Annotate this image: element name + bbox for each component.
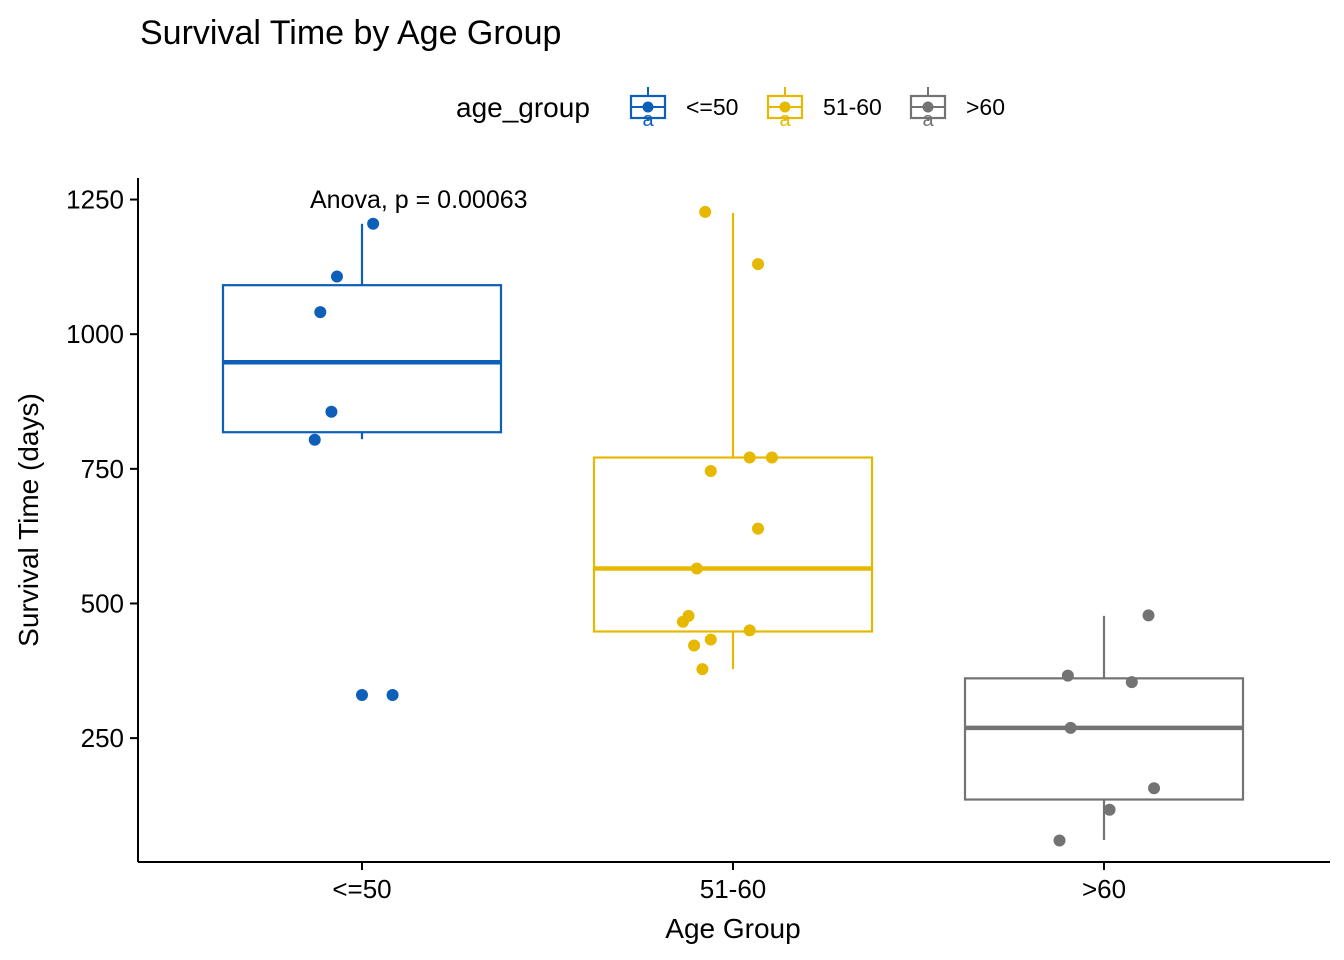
data-point bbox=[1053, 834, 1066, 847]
data-point bbox=[1061, 669, 1074, 682]
box bbox=[592, 456, 874, 633]
legend-entry-1: a <=50 bbox=[629, 87, 738, 131]
data-point bbox=[356, 689, 368, 702]
y-tick-label: 500 bbox=[81, 588, 124, 618]
legend-entry-2: a 51-60 bbox=[766, 87, 882, 131]
x-axis-title: Age Group bbox=[665, 913, 800, 944]
x-tick-label: >60 bbox=[1082, 874, 1126, 904]
x-tick-label: <=50 bbox=[332, 874, 391, 904]
data-point bbox=[330, 270, 343, 283]
legend-label: >60 bbox=[966, 94, 1005, 120]
y-axis-title: Survival Time (days) bbox=[13, 393, 44, 647]
data-point bbox=[1064, 721, 1077, 734]
legend-point bbox=[642, 101, 654, 113]
box-group-1 bbox=[221, 217, 503, 702]
axes: 250 500 750 1000 1250 <=50 51-60 >60 bbox=[66, 178, 1330, 904]
data-point bbox=[699, 205, 712, 218]
legend-label: 51-60 bbox=[823, 94, 882, 120]
y-tick-label: 1250 bbox=[66, 185, 124, 215]
data-point bbox=[743, 451, 756, 464]
data-point bbox=[688, 639, 701, 652]
data-point bbox=[690, 562, 703, 575]
data-point bbox=[367, 217, 380, 230]
legend-glyph-letter: a bbox=[779, 109, 791, 131]
legend-point bbox=[779, 101, 791, 113]
legend-glyph-letter: a bbox=[642, 109, 654, 131]
y-tick-label: 750 bbox=[81, 454, 124, 484]
data-point bbox=[752, 522, 765, 535]
legend-title: age_group bbox=[456, 92, 590, 123]
x-tick-label: 51-60 bbox=[700, 874, 767, 904]
data-point bbox=[386, 689, 399, 702]
data-point bbox=[765, 451, 778, 464]
data-point bbox=[1142, 609, 1155, 622]
data-point bbox=[704, 464, 717, 477]
data-point bbox=[1125, 676, 1138, 689]
legend-entry-3: a >60 bbox=[909, 87, 1005, 131]
data-point bbox=[1103, 803, 1116, 816]
y-tick-label: 250 bbox=[81, 723, 124, 753]
legend-label: <=50 bbox=[686, 94, 738, 120]
chart-title: Survival Time by Age Group bbox=[140, 14, 561, 52]
box-group-3 bbox=[963, 609, 1245, 847]
legend-point bbox=[922, 101, 934, 113]
data-point bbox=[325, 405, 338, 418]
data-point bbox=[676, 615, 689, 628]
legend: age_group a <=50 a 51-60 a >60 bbox=[456, 87, 1005, 131]
data-point bbox=[752, 258, 765, 271]
plot-area bbox=[221, 205, 1245, 847]
box-group-2 bbox=[592, 205, 874, 676]
data-point bbox=[314, 306, 327, 319]
y-tick-label: 1000 bbox=[66, 319, 124, 349]
anova-annotation: Anova, p = 0.00063 bbox=[310, 186, 528, 214]
data-point bbox=[696, 663, 709, 676]
data-point bbox=[308, 433, 321, 446]
legend-glyph-letter: a bbox=[922, 109, 934, 131]
box bbox=[963, 677, 1245, 801]
data-point bbox=[1148, 782, 1161, 795]
box bbox=[221, 284, 503, 434]
data-point bbox=[743, 624, 756, 637]
data-point bbox=[704, 633, 717, 646]
